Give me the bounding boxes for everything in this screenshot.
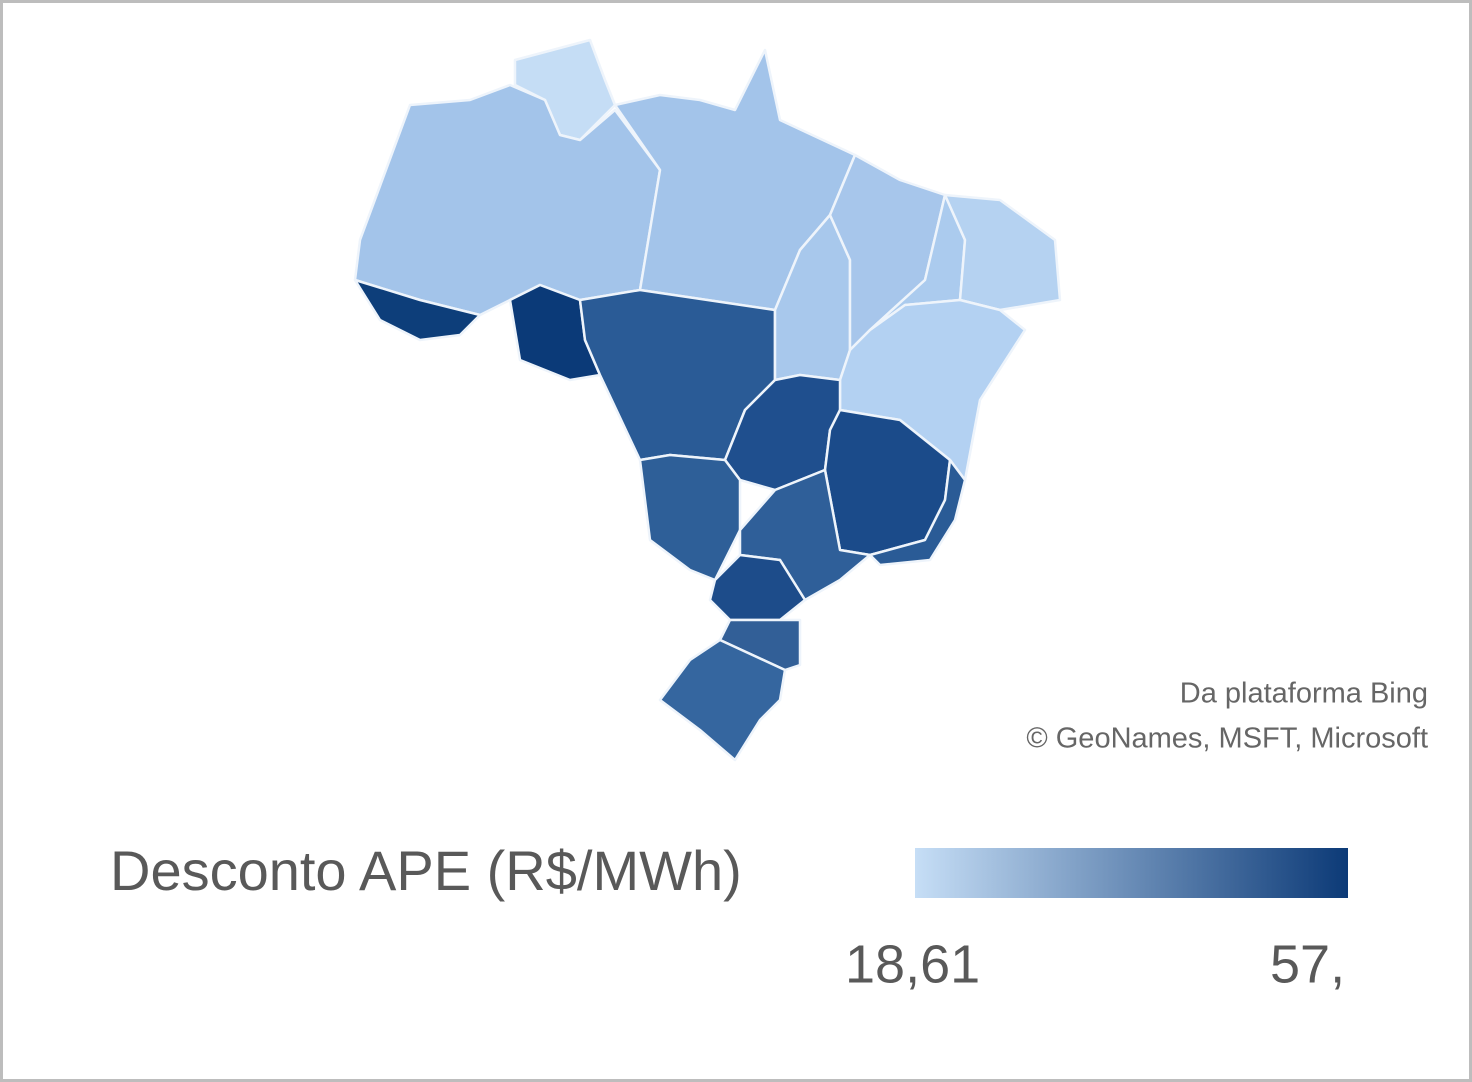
legend-title: Desconto APE (R$/MWh) bbox=[110, 839, 742, 902]
color-scale bbox=[915, 848, 1348, 898]
region bbox=[658, 638, 787, 762]
region bbox=[708, 553, 807, 622]
legend-min-label: 18,61 bbox=[845, 934, 980, 994]
attribution-text: © GeoNames, MSFT, Microsoft bbox=[1026, 723, 1428, 755]
map bbox=[353, 38, 1062, 762]
region bbox=[943, 193, 1062, 312]
attribution-text: Da plataforma Bing bbox=[1180, 678, 1428, 710]
legend-max-label: 57, bbox=[1270, 934, 1345, 994]
region bbox=[353, 278, 482, 342]
region bbox=[868, 458, 967, 567]
